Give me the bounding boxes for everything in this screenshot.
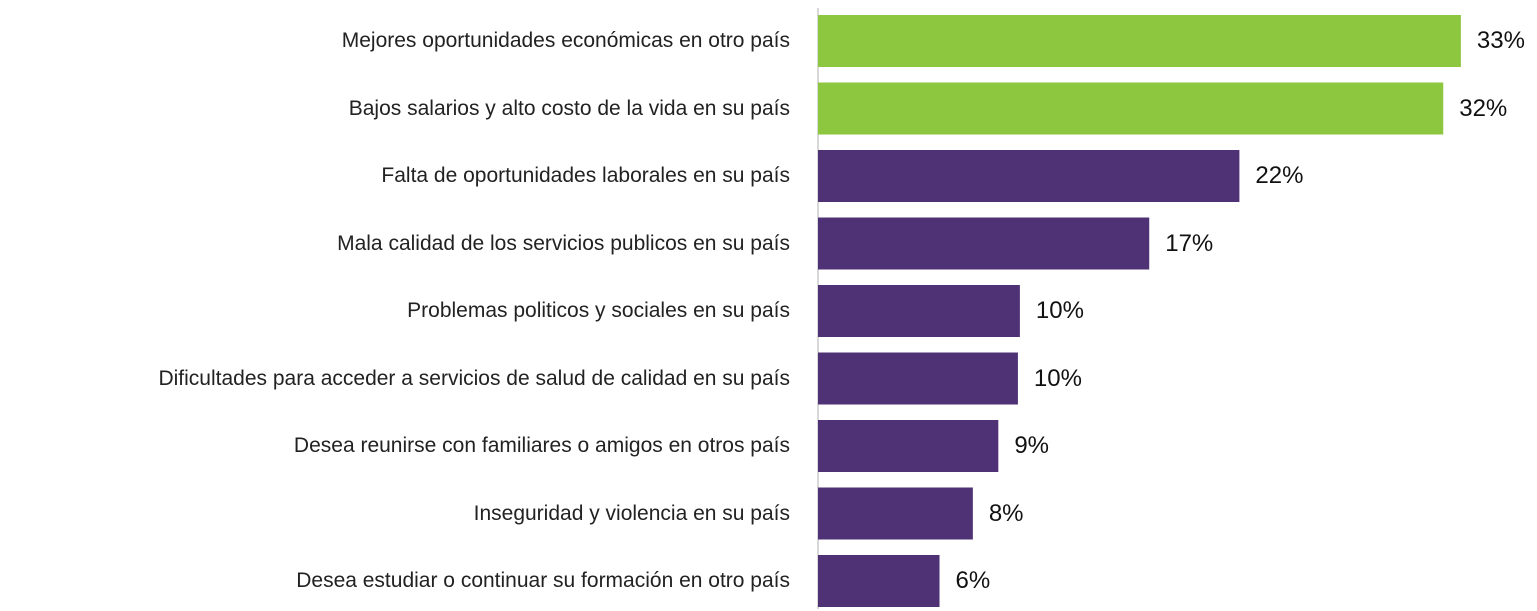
bar [818,555,940,607]
bar [818,420,999,472]
value-label-text: 6% [955,567,991,594]
category-label: Bajos salarios y alto costo de la vida e… [0,79,790,139]
bar [818,285,1020,337]
category-label-text: Inseguridad y violencia en su país [473,501,790,525]
category-label: Mejores oportunidades económicas en otro… [0,11,790,71]
value-label: 10% [1036,296,1084,326]
category-label-text: Dificultades para acceder a servicios de… [158,366,790,390]
category-label: Desea reunirse con familiares o amigos e… [0,416,790,476]
bar [818,15,1461,67]
value-label: 22% [1255,161,1303,191]
value-label-text: 22% [1255,162,1304,189]
value-label-text: 32% [1459,94,1508,122]
category-label: Inseguridad y violencia en su país [0,484,790,544]
value-label-text: 33% [1476,27,1525,54]
category-label: Dificultades para acceder a servicios de… [0,349,790,409]
value-label: 9% [1014,431,1049,461]
category-label: Problemas politicos y sociales en su paí… [0,281,790,341]
value-label: 10% [1034,364,1082,394]
value-label-text: 9% [1014,432,1049,459]
category-label: Mala calidad de los servicios publicos e… [0,214,790,274]
bar [818,352,1018,405]
category-label-text: Mejores oportunidades económicas en otro… [341,29,790,52]
category-label-text: Problemas politicos y sociales en su paí… [407,299,790,322]
bar [818,82,1444,135]
category-label: Desea estudiar o continuar su formación … [0,551,790,611]
category-label: Falta de oportunidades laborales en su p… [0,146,790,206]
value-label: 32% [1459,94,1507,124]
bar [818,487,973,540]
category-label-text: Desea estudiar o continuar su formación … [296,569,790,592]
value-label-text: 10% [1033,364,1082,392]
value-label-text: 17% [1165,229,1214,257]
category-label-text: Mala calidad de los servicios publicos e… [337,231,790,255]
value-label: 6% [956,566,991,596]
value-label: 8% [989,499,1024,529]
value-label: 33% [1477,26,1525,56]
bar [818,217,1150,270]
category-label-text: Desea reunirse con familiares o amigos e… [293,434,790,457]
bar [818,150,1240,202]
category-label-text: Falta de oportunidades laborales en su p… [381,164,790,187]
category-label-text: Bajos salarios y alto costo de la vida e… [348,96,790,120]
value-label-text: 10% [1035,297,1084,324]
value-label-text: 8% [988,499,1024,527]
value-label: 17% [1165,229,1213,259]
